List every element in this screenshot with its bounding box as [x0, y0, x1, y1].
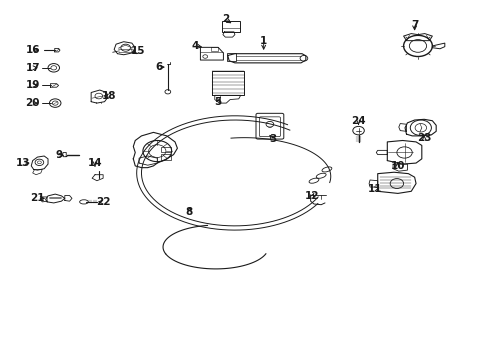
- Bar: [222, 21, 240, 32]
- Text: 24: 24: [350, 116, 365, 126]
- Text: 11: 11: [367, 184, 381, 194]
- Text: 1: 1: [260, 36, 267, 46]
- Text: 6: 6: [155, 62, 163, 72]
- Text: 16: 16: [25, 45, 40, 55]
- Text: 9: 9: [55, 150, 62, 160]
- Text: 8: 8: [185, 207, 193, 217]
- Text: 22: 22: [96, 197, 110, 207]
- Text: 12: 12: [305, 191, 319, 201]
- Bar: [160, 147, 171, 153]
- Text: 13: 13: [16, 158, 30, 168]
- Text: 23: 23: [416, 133, 430, 143]
- Text: 3: 3: [269, 134, 276, 144]
- Text: 15: 15: [131, 46, 145, 56]
- Text: 19: 19: [25, 80, 40, 90]
- Text: 18: 18: [102, 91, 116, 101]
- Bar: [160, 154, 171, 159]
- Bar: [227, 53, 235, 62]
- Text: 5: 5: [214, 98, 222, 107]
- Text: 21: 21: [30, 193, 44, 203]
- Text: 14: 14: [87, 158, 102, 168]
- Text: 7: 7: [410, 20, 417, 30]
- Text: 10: 10: [390, 161, 404, 171]
- Text: 20: 20: [25, 98, 40, 108]
- Text: 2: 2: [221, 14, 228, 24]
- Text: 17: 17: [25, 63, 40, 73]
- Text: 4: 4: [191, 41, 199, 51]
